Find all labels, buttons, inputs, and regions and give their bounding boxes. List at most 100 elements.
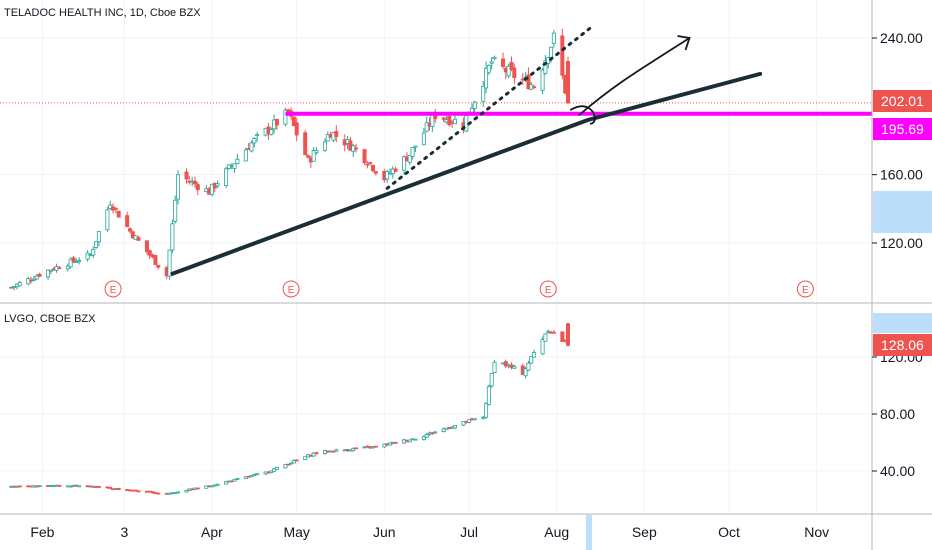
y-tick-label: 160.00 [880,167,923,183]
teladoc-candle [269,127,274,136]
teladoc-candle [489,57,494,70]
teladoc-candle [173,195,178,224]
teladoc-candle [314,147,319,155]
lvgo-candle [351,447,356,452]
lvgo-candle [215,483,220,486]
lvgo-candle [294,459,299,462]
y-tick-label: 240.00 [880,30,923,46]
teladoc-candles [9,28,571,291]
teladoc-candle [560,28,565,80]
x-tick-label: Jul [460,524,478,540]
teladoc-candle [385,169,390,184]
lvgo-candle [269,470,274,474]
lvgo-candle [421,435,426,441]
teladoc-candle [48,269,53,275]
lvgo-candle [512,364,517,369]
earnings-marker[interactable]: E [796,280,814,298]
teladoc-candle [37,272,42,278]
lvgo-candle [523,366,528,379]
teladoc-candle [371,164,376,173]
lvgo-candle [382,443,387,449]
teladoc-candle [421,128,426,146]
earnings-marker[interactable]: E [282,280,300,298]
earnings-marker-label: E [288,285,295,296]
x-tick-label: Jun [373,524,396,540]
teladoc-candle [334,125,339,143]
teladoc-candle [96,231,101,247]
price-label-text: 202.01 [881,93,924,109]
price-label: 195.69 [873,118,932,140]
lvgo-candle [289,462,294,465]
x-tick-label: Sep [632,524,657,540]
teladoc-candle [294,117,299,142]
price-axis-highlight-bottom [873,313,932,333]
time-axis-highlight [586,515,592,550]
time-axis[interactable]: Feb 3 Apr May Jun Jul Aug Sep Oct Nov [30,524,829,540]
teladoc-candle [144,240,149,255]
projection-curve[interactable] [569,37,691,125]
projection-arrowhead [677,35,691,51]
teladoc-candle [77,257,82,265]
teladoc-candle [402,155,407,175]
teladoc-candle [85,250,90,262]
support-trendline[interactable] [170,118,590,276]
teladoc-candle [31,275,36,282]
teladoc-candle [34,273,39,281]
support-trendline-extension[interactable] [585,71,763,122]
teladoc-candle [65,263,70,272]
lvgo-candle [156,492,161,495]
teladoc-candle [105,206,110,233]
teladoc-candle [255,131,260,142]
teladoc-candle [136,235,141,241]
price-label: 202.01 [873,90,932,112]
lvgo-candle [195,487,200,490]
x-tick-label: Feb [30,524,54,540]
y-tick-label: 120.00 [880,235,923,251]
teladoc-candle [167,249,172,280]
price-label: 128.06 [873,334,932,356]
teladoc-candle [566,56,571,105]
teladoc-candle [127,227,132,234]
dotted-trendline[interactable] [385,26,593,190]
lvgo-candle [529,356,534,364]
lvgo-candle [540,336,545,356]
teladoc-candle [113,207,118,214]
lvgo-candle [393,441,398,444]
teladoc-candle [224,166,229,188]
lvgo-candle [441,427,446,433]
lvgo-candle [303,456,308,460]
teladoc-candle [354,143,359,153]
teladoc-candle [192,176,197,188]
drawings[interactable] [170,26,763,276]
teladoc-candle [147,249,152,260]
teladoc-candle [252,137,257,148]
earnings-marker-label: E [802,285,809,296]
x-tick-label: Aug [544,524,569,540]
lvgo-candle [283,464,288,469]
teladoc-candle [413,145,418,153]
teladoc-candle [486,64,491,75]
teladoc-candle [368,161,373,166]
teladoc-candle [526,67,531,90]
lvgo-candle [232,478,237,482]
teladoc-candle [156,264,161,270]
lvgo-candle [176,491,181,494]
lvgo-candle [481,416,486,420]
earnings-marker[interactable]: E [104,280,122,298]
teladoc-candle [17,280,22,287]
teladoc-candle [410,147,415,160]
teladoc-candle [116,210,121,218]
earnings-marker[interactable]: E [539,280,557,298]
lvgo-candle [311,451,316,457]
teladoc-candle [362,148,367,165]
lvgo-candle [184,489,189,493]
teladoc-candle [274,118,279,130]
teladoc-candle [243,147,248,162]
teladoc-candle [393,166,398,173]
lvgo-candle [235,477,240,480]
price-labels: 202.01 195.69 128.06 [873,90,932,356]
lvgo-candle [543,333,548,342]
lvgo-candle [116,487,121,491]
